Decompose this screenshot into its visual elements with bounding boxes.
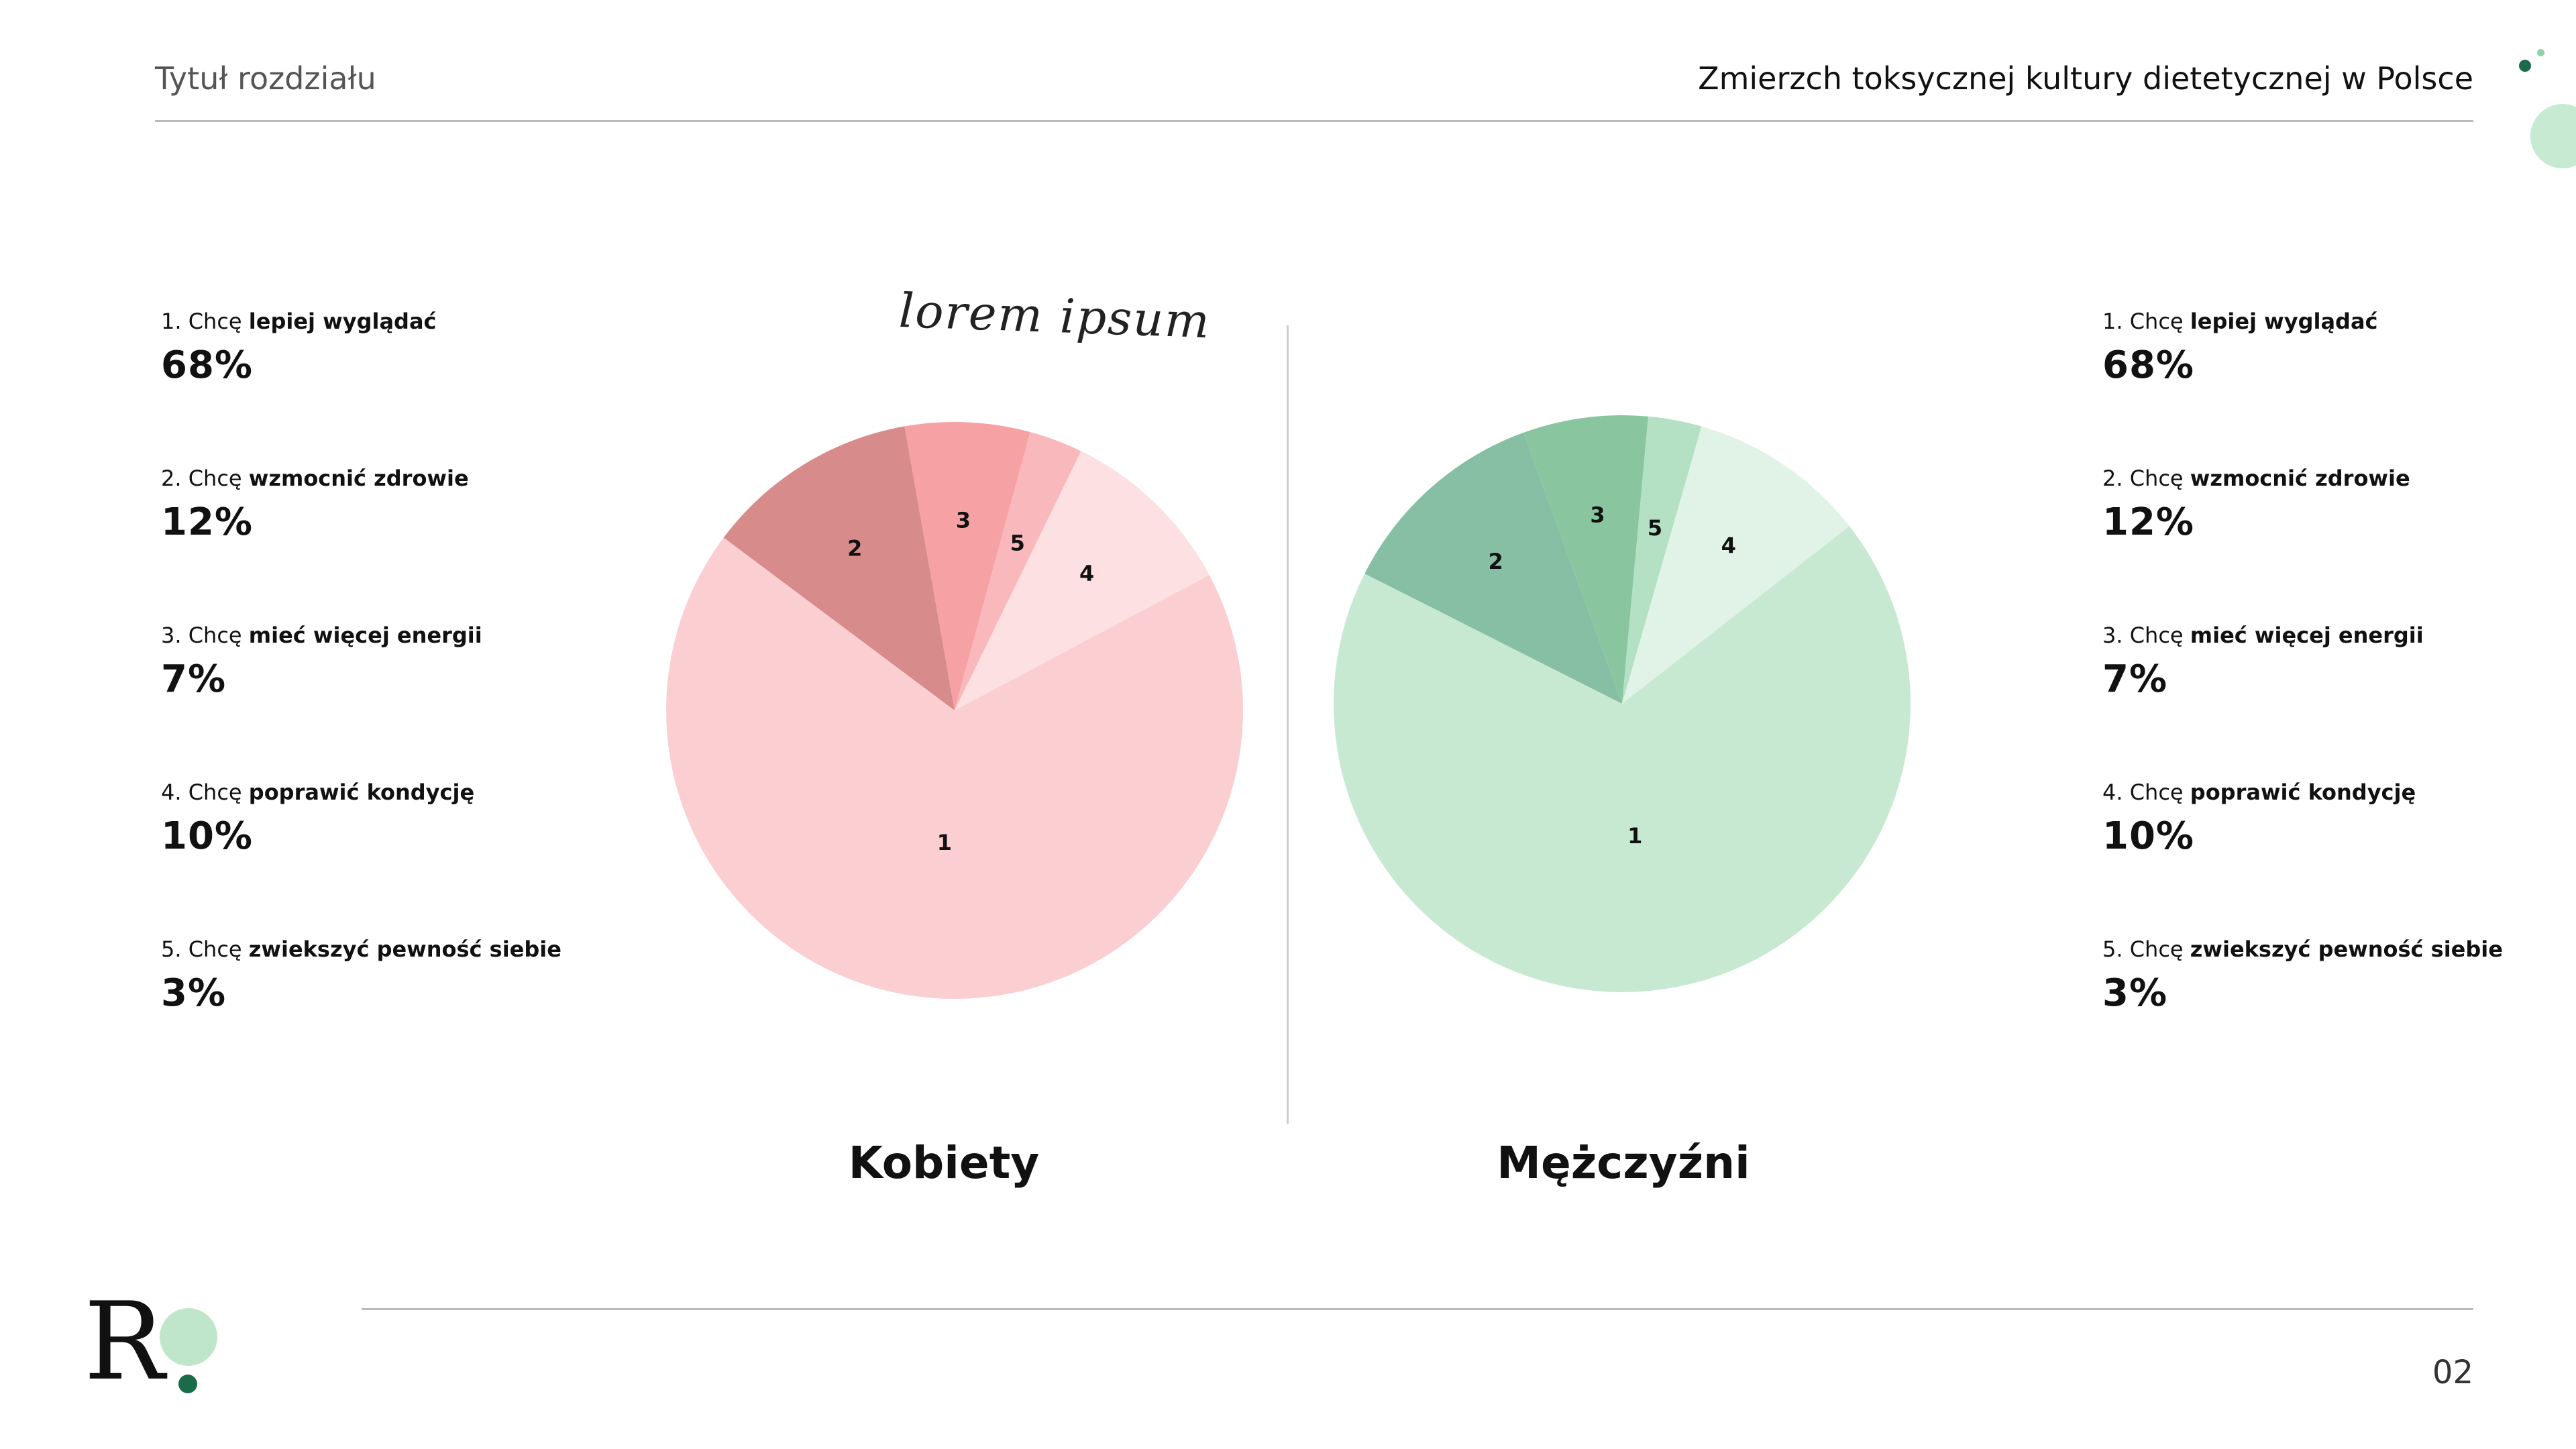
legend-value: 10% (2102, 814, 2195, 858)
pie-slice-label: 1 (937, 830, 952, 855)
section-title: Tytuł rozdziału (155, 60, 376, 97)
pie-slice-5 (955, 432, 1081, 710)
pie-slice-label: 5 (1010, 530, 1025, 555)
decor-dot-tiny-icon (2537, 49, 2544, 56)
pie-slice-3 (904, 422, 1030, 710)
legend-value: 10% (161, 814, 254, 858)
legend-item: 3. Chcę mieć więcej energii 7% (161, 623, 482, 701)
legend-women: 1. Chcę lepiej wyglądać 68% 2. Chcę wzmo… (161, 309, 631, 1046)
pie-slice-2 (1364, 432, 1622, 704)
legend-value: 12% (2102, 500, 2195, 544)
legend-item: 3. Chcę mieć więcej energii 7% (2102, 623, 2424, 701)
legend-item: 5. Chcę zwiekszyć pewność siebie 3% (161, 936, 561, 1015)
pie-slice-label: 4 (1721, 533, 1736, 559)
legend-item: 2. Chcę wzmocnić zdrowie 12% (161, 466, 469, 544)
pie-slice-label: 5 (1648, 515, 1662, 541)
legend-value: 3% (161, 971, 227, 1015)
legend-item: 4. Chcę poprawić kondycję 10% (161, 780, 474, 858)
legend-label: 1. Chcę lepiej wyglądać (2102, 309, 2378, 334)
legend-item: 5. Chcę zwiekszyć pewność siebie 3% (2102, 936, 2503, 1015)
legend-value: 3% (2102, 971, 2168, 1015)
pie-slice-label: 3 (1590, 502, 1605, 528)
pie-title-men: Mężczyźni (1497, 1137, 1750, 1189)
pie-slice-5 (1622, 416, 1702, 704)
legend-item: 2. Chcę wzmocnić zdrowie 12% (2102, 466, 2410, 544)
pie-slice-4 (955, 451, 1210, 710)
pie-slice-4 (1622, 426, 1849, 704)
charts-divider (1287, 325, 1289, 1124)
pie-slice-label: 2 (1488, 549, 1503, 574)
legend-label: 3. Chcę mieć więcej energii (161, 623, 482, 648)
legend-label: 2. Chcę wzmocnić zdrowie (161, 466, 469, 491)
legend-label: 5. Chcę zwiekszyć pewność siebie (161, 936, 561, 962)
legend-value: 68% (161, 343, 254, 387)
decor-dot-small-icon (2519, 60, 2531, 72)
logo-dot-icon (178, 1375, 197, 1393)
legend-item: 1. Chcę lepiej wyglądać 68% (2102, 309, 2378, 387)
legend-value: 12% (161, 500, 254, 544)
legend-label: 3. Chcę mieć więcej energii (2102, 623, 2424, 648)
pie-slice-1 (1334, 526, 1911, 992)
annotation-text: lorem ipsum (898, 282, 1212, 350)
legend-men: 1. Chcę lepiej wyglądać 68% 2. Chcę wzmo… (2102, 309, 2572, 1046)
legend-item: 1. Chcę lepiej wyglądać 68% (161, 309, 437, 387)
legend-label: 4. Chcę poprawić kondycję (2102, 780, 2416, 805)
legend-value: 7% (2102, 657, 2168, 701)
pie-slice-1 (666, 537, 1243, 999)
pie-slice-label: 1 (1627, 823, 1642, 849)
legend-label: 5. Chcę zwiekszyć pewność siebie (2102, 936, 2503, 962)
pie-slice-3 (1523, 415, 1648, 704)
logo-icon: R (84, 1279, 165, 1404)
pie-chart-women: 3 5 4 1 2 (666, 422, 1243, 999)
pie-slice-label: 4 (1079, 561, 1094, 586)
pie-slice-label: 3 (956, 507, 971, 533)
legend-value: 68% (2102, 343, 2195, 387)
legend-label: 4. Chcę poprawić kondycję (161, 780, 475, 805)
legend-item: 4. Chcę poprawić kondycję 10% (2102, 780, 2416, 858)
header-rule (155, 120, 2473, 122)
pie-slice-label: 2 (847, 535, 862, 561)
legend-value: 7% (161, 657, 227, 701)
decor-circle-icon (2530, 104, 2576, 168)
pie-slice-2 (723, 426, 955, 710)
page-number: 02 (2432, 1354, 2473, 1391)
logo-circle-icon (160, 1308, 217, 1366)
pie-title-women: Kobiety (848, 1137, 1040, 1189)
legend-label: 1. Chcę lepiej wyglądać (161, 309, 437, 334)
pie-chart-men: 3 5 4 1 2 (1334, 415, 1911, 992)
footer-rule (362, 1308, 2473, 1310)
document-title: Zmierzch toksycznej kultury dietetycznej… (1698, 60, 2473, 97)
legend-label: 2. Chcę wzmocnić zdrowie (2102, 466, 2410, 491)
